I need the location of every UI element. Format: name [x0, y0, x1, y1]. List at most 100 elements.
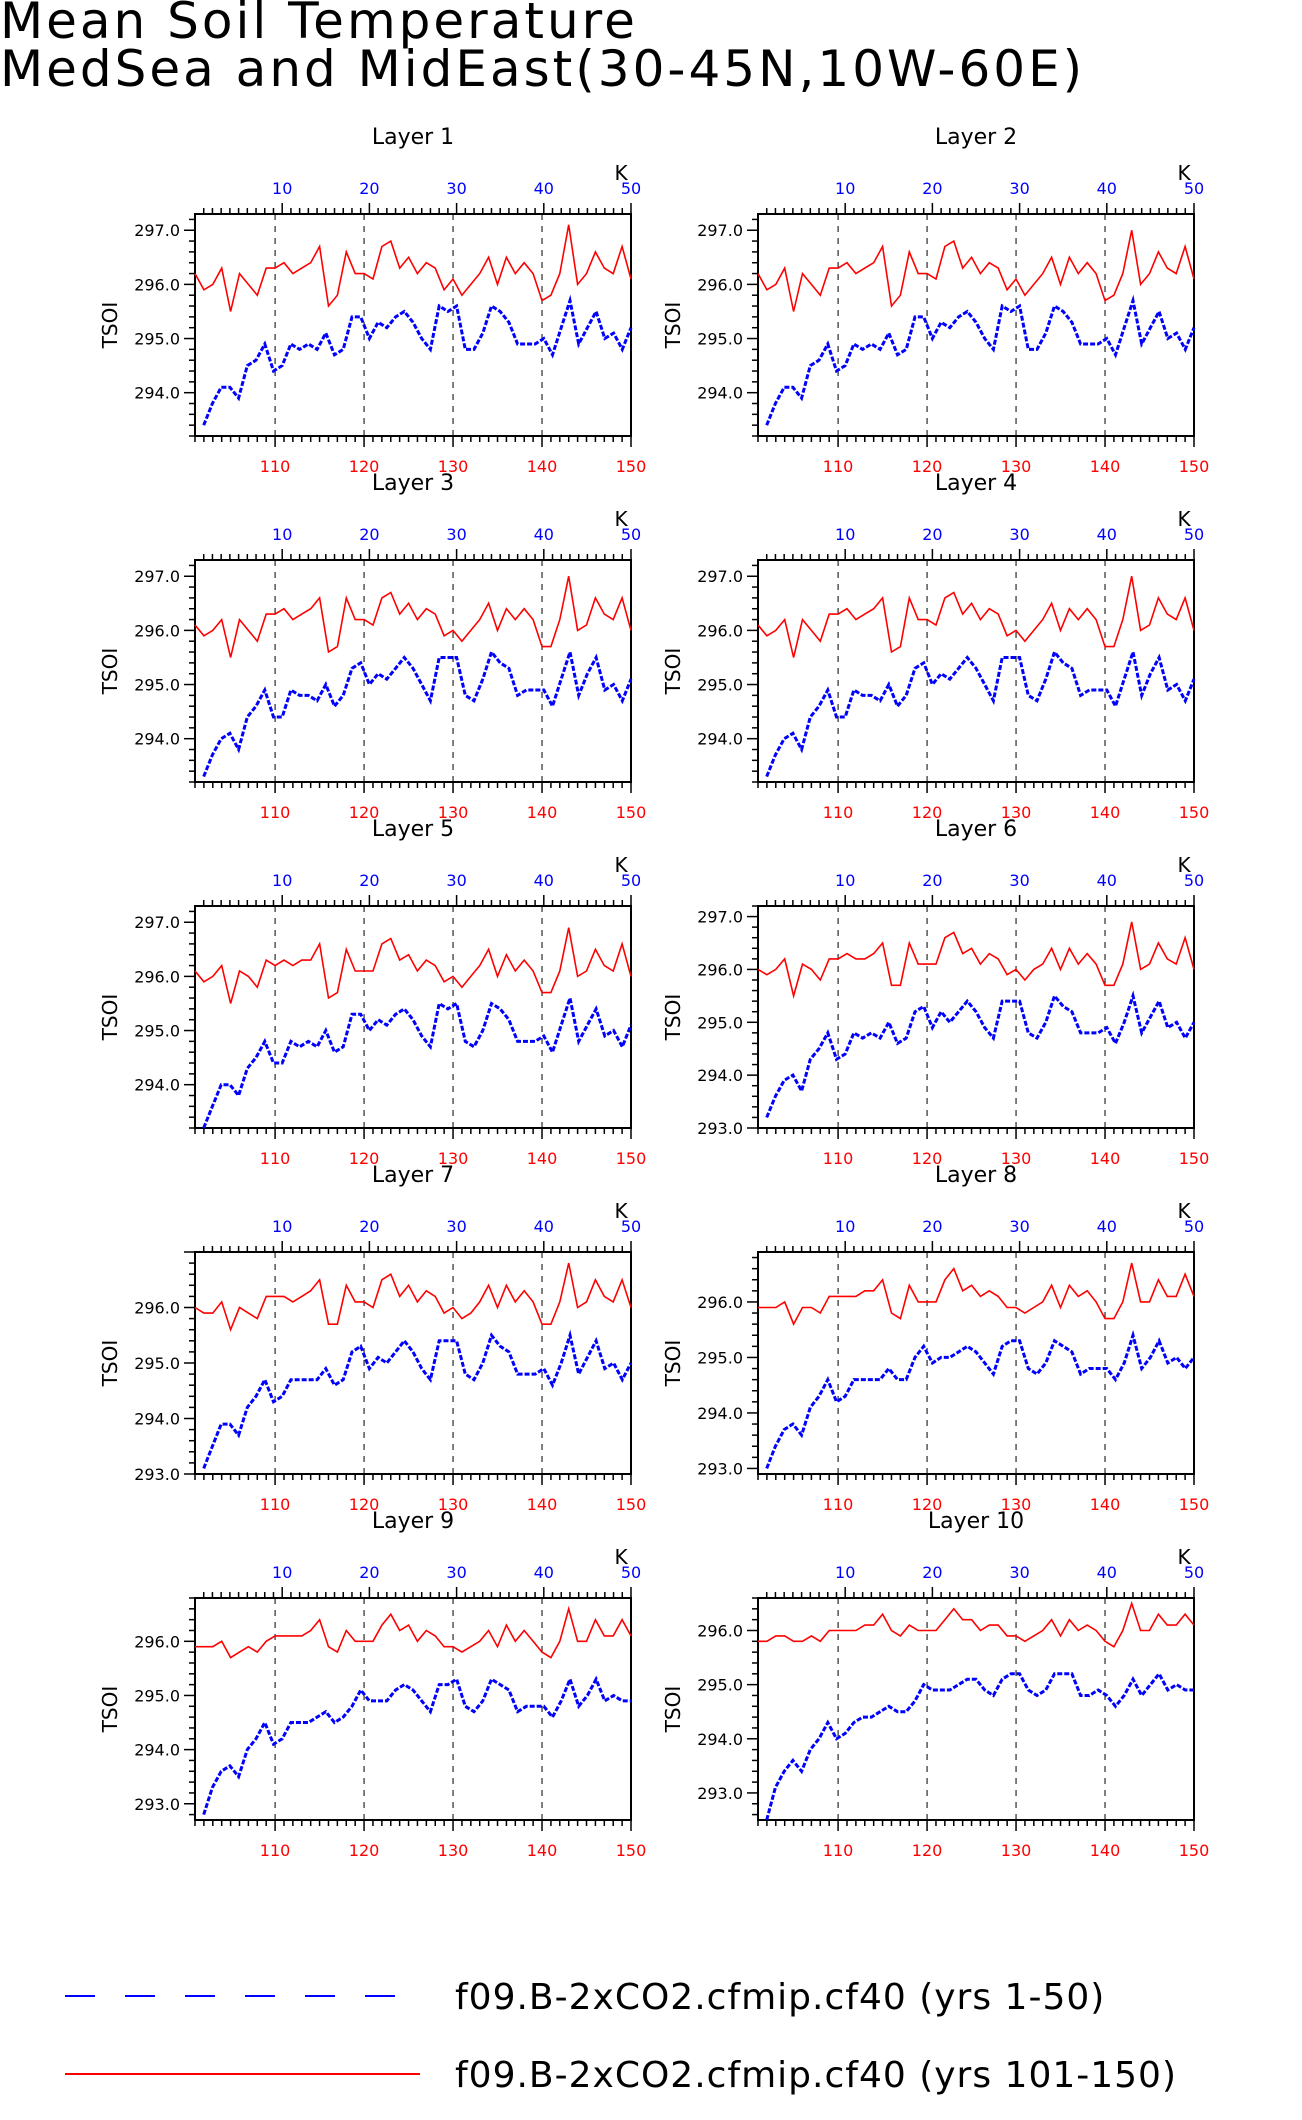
top-axis-label: K	[1177, 1199, 1191, 1223]
top-tick-label: 10	[272, 525, 292, 544]
y-tick-label: 296.0	[134, 275, 180, 294]
y-tick-label: 297.0	[697, 908, 743, 927]
y-tick-label: 295.0	[697, 1348, 743, 1367]
top-tick-label: 50	[621, 1563, 641, 1582]
bottom-tick-label: 130	[438, 1495, 469, 1514]
top-tick-label: 50	[1184, 1563, 1204, 1582]
top-tick-label: 50	[1184, 1217, 1204, 1236]
bottom-tick-label: 150	[616, 1841, 647, 1860]
y-tick-label: 296.0	[134, 621, 180, 640]
panel-2: Layer 2 110 120 130 140 150 10 20 30 40 50K 294.0 29…	[661, 125, 1209, 476]
bottom-tick-label: 110	[260, 1841, 291, 1860]
top-tick-label: 20	[359, 871, 379, 890]
top-tick-label: 50	[621, 179, 641, 198]
y-axis-label: TSOI	[661, 302, 685, 350]
top-axis-label: K	[1177, 161, 1191, 185]
bottom-tick-label: 130	[1001, 1149, 1032, 1168]
y-tick-label: 294.0	[697, 1404, 743, 1423]
bottom-tick-label: 140	[1090, 457, 1121, 476]
series-line-yrs-1-50	[202, 1329, 633, 1469]
bottom-tick-label: 140	[1090, 1149, 1121, 1168]
bottom-tick-label: 150	[1179, 803, 1210, 822]
bottom-tick-label: 120	[349, 457, 380, 476]
bottom-tick-label: 130	[438, 1841, 469, 1860]
bottom-tick-label: 130	[1001, 1495, 1032, 1514]
top-axis-label: K	[614, 161, 628, 185]
y-tick-label: 296.0	[697, 1621, 743, 1640]
bottom-tick-label: 130	[438, 1149, 469, 1168]
panel-title: Layer 7	[372, 1163, 454, 1188]
y-tick-label: 296.0	[697, 621, 743, 640]
panel-title: Layer 3	[372, 471, 454, 496]
series-line-yrs-1-50	[765, 1671, 1194, 1821]
panel-title: Layer 1	[372, 125, 454, 150]
top-tick-label: 10	[835, 1217, 855, 1236]
top-tick-label: 40	[534, 525, 554, 544]
bottom-tick-label: 110	[823, 1149, 854, 1168]
y-tick-label: 294.0	[697, 730, 743, 749]
panel-title: Layer 6	[935, 817, 1017, 842]
y-tick-label: 294.0	[134, 730, 180, 749]
bottom-tick-label: 130	[1001, 803, 1032, 822]
y-tick-label: 297.0	[697, 567, 743, 586]
bottom-tick-label: 120	[912, 1495, 943, 1514]
y-tick-label: 295.0	[134, 676, 180, 695]
y-tick-label: 293.0	[697, 1119, 743, 1138]
top-tick-label: 40	[1097, 871, 1117, 890]
top-tick-label: 10	[272, 871, 292, 890]
bottom-tick-label: 130	[438, 457, 469, 476]
y-tick-label: 293.0	[134, 1465, 180, 1484]
series-line-yrs-101-150	[194, 224, 632, 312]
legend-label-yrs-101-150: f09.B-2xCO2.cfmip.cf40 (yrs 101-150)	[455, 2055, 1178, 2096]
y-tick-label: 296.0	[697, 960, 743, 979]
panel-1: Layer 1 110 120 130 140 150 10 20 30 40 50K 294.0 29…	[98, 125, 646, 476]
bottom-tick-label: 140	[1090, 1841, 1121, 1860]
series-line-yrs-101-150	[194, 1262, 632, 1333]
y-tick-label: 297.0	[134, 567, 180, 586]
bottom-tick-label: 110	[260, 457, 291, 476]
top-tick-label: 40	[1097, 1563, 1117, 1582]
panel-8: Layer 8 110 120 130 140 150 10 20 30 40 50K 293.0 29…	[661, 1163, 1209, 1514]
panel-6: Layer 6 110 120 130 140 150 10 20 30 40 50K 293.0 29…	[661, 817, 1209, 1168]
bottom-tick-label: 150	[1179, 457, 1210, 476]
y-tick-label: 294.0	[134, 384, 180, 403]
series-line-yrs-101-150	[758, 1262, 1195, 1326]
bottom-tick-label: 150	[616, 1149, 647, 1168]
top-tick-label: 40	[1097, 1217, 1117, 1236]
top-axis-label: K	[1177, 853, 1191, 877]
panel-7: Layer 7 110 120 130 140 150 10 20 30 40 50K 293.0 29…	[98, 1163, 646, 1514]
series-line-yrs-101-150	[757, 576, 1195, 658]
bottom-tick-label: 140	[1090, 803, 1121, 822]
bottom-tick-label: 150	[1179, 1495, 1210, 1514]
bottom-tick-label: 140	[527, 1841, 558, 1860]
y-axis-label: TSOI	[98, 648, 122, 696]
series-line-yrs-1-50	[202, 1674, 631, 1816]
bottom-tick-label: 130	[438, 803, 469, 822]
y-tick-label: 295.0	[697, 1676, 743, 1695]
series-line-yrs-101-150	[194, 576, 632, 658]
series-line-yrs-1-50	[765, 294, 1196, 426]
y-tick-label: 296.0	[697, 1293, 743, 1312]
top-axis-label: K	[1177, 1545, 1191, 1569]
bottom-tick-label: 150	[616, 803, 647, 822]
top-tick-label: 10	[835, 1563, 855, 1582]
legend-line-solid	[65, 2073, 420, 2075]
bottom-tick-label: 110	[823, 1495, 854, 1514]
top-tick-label: 30	[446, 179, 466, 198]
series-line-yrs-1-50	[765, 646, 1196, 778]
bottom-tick-label: 150	[1179, 1841, 1210, 1860]
series-line-yrs-101-150	[194, 927, 632, 1004]
top-tick-label: 50	[621, 525, 641, 544]
top-tick-label: 30	[446, 525, 466, 544]
top-tick-label: 50	[621, 871, 641, 890]
y-tick-label: 295.0	[697, 330, 743, 349]
top-tick-label: 50	[1184, 179, 1204, 198]
top-tick-label: 20	[922, 871, 942, 890]
bottom-tick-label: 140	[527, 1149, 558, 1168]
bottom-tick-label: 120	[912, 1841, 943, 1860]
bottom-tick-label: 120	[912, 803, 943, 822]
bottom-tick-label: 140	[527, 1495, 558, 1514]
y-tick-label: 295.0	[697, 1013, 743, 1032]
top-tick-label: 30	[1009, 1217, 1029, 1236]
chart-title-line-1: Mean Soil Temperature	[0, 0, 638, 50]
